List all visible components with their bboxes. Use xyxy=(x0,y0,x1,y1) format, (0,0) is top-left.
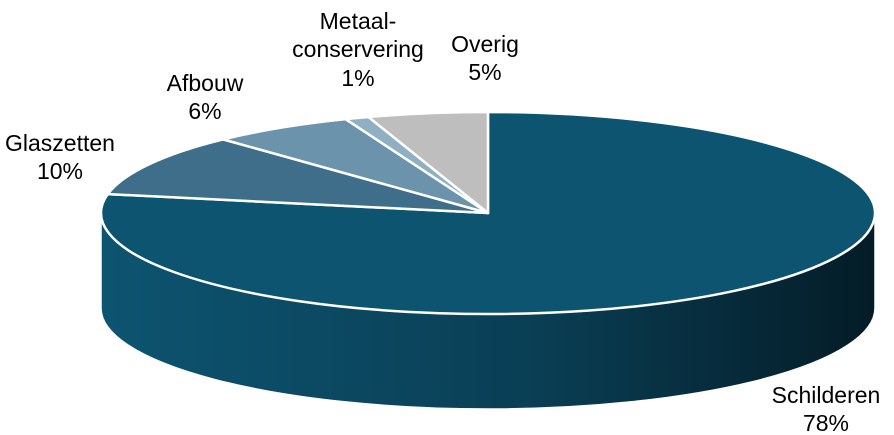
slice-label-glaszetten: Glaszetten xyxy=(5,130,115,156)
slice-value-metaal: 1% xyxy=(341,65,374,91)
slice-value-overig: 5% xyxy=(468,59,501,85)
pie-slice-overig xyxy=(367,110,490,215)
slice-value-glaszetten: 10% xyxy=(37,158,83,184)
slice-value-schilderen: 78% xyxy=(803,410,849,435)
slice-label-schilderen: Schilderen xyxy=(772,382,881,408)
slice-label-metaal-line2: conservering xyxy=(292,36,424,62)
pie-slice-afbouw xyxy=(221,117,490,215)
slice-label-overig: Overig xyxy=(451,31,519,57)
slice-label-metaal-line1: Metaal- xyxy=(320,8,397,34)
slice-value-afbouw: 6% xyxy=(188,98,221,124)
pie-labels: Schilderen 78% Glaszetten 10% Afbouw 6% … xyxy=(5,8,880,435)
pie-slice-glaszetten xyxy=(106,138,490,215)
slice-label-afbouw: Afbouw xyxy=(167,70,244,96)
pie-top-layer xyxy=(99,110,877,316)
